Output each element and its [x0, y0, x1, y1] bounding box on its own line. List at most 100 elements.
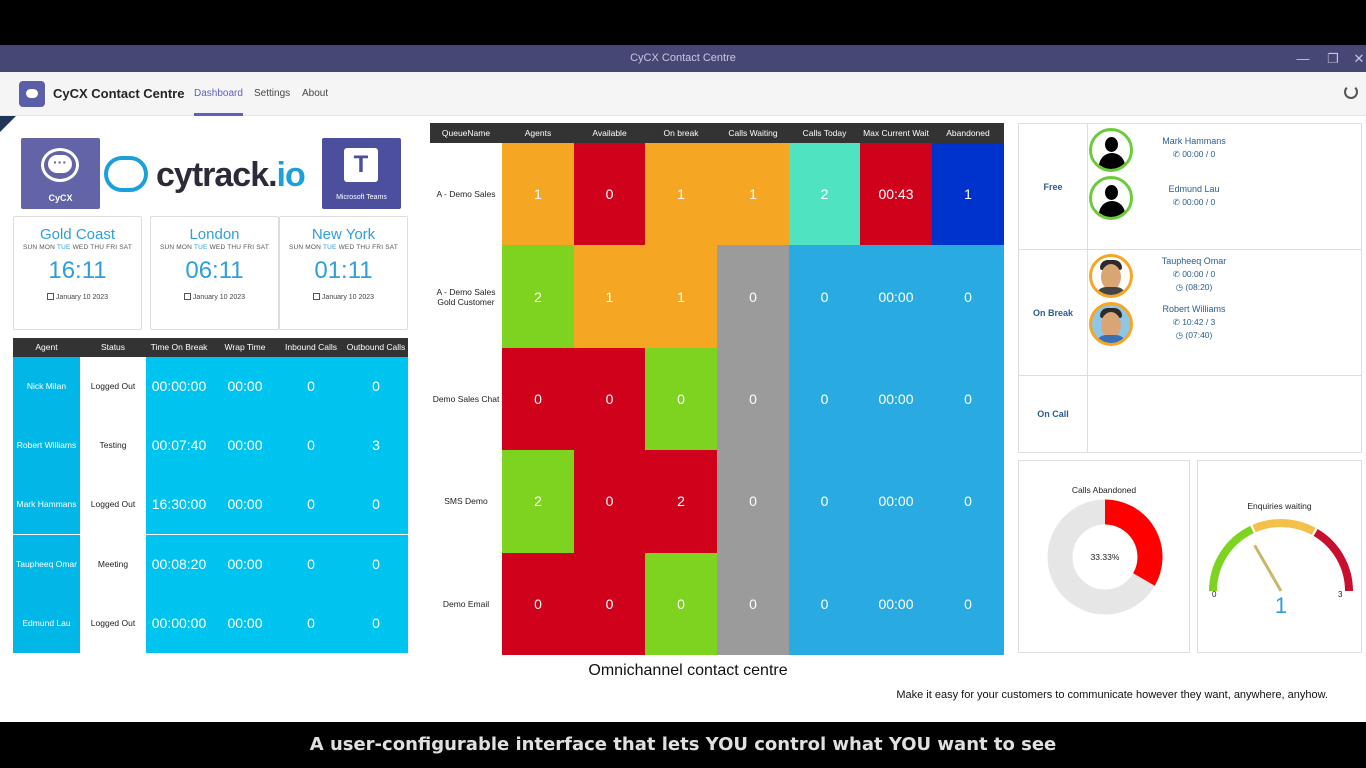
- presence-call-section: On Call: [1019, 376, 1361, 452]
- agent-status: Meeting: [80, 534, 146, 594]
- col-calls-today[interactable]: Calls Today: [802, 128, 847, 138]
- table-row[interactable]: Edmund Lau Logged Out 00:00:00 00:00 0 0: [13, 593, 408, 653]
- queue-cell-max-wait: 00:43: [860, 143, 932, 246]
- table-row[interactable]: Robert Williams Testing 00:07:40 00:00 0 3: [13, 416, 408, 476]
- tab-dashboard[interactable]: Dashboard: [194, 88, 243, 99]
- agent-outbound: 0: [344, 593, 408, 653]
- col-calls-waiting[interactable]: Calls Waiting: [728, 128, 778, 138]
- calls-abandoned-card: Calls Abandoned 33.33%: [1018, 460, 1190, 653]
- queue-cell-calls-today: 0: [789, 347, 860, 451]
- tab-about[interactable]: About: [302, 88, 329, 99]
- presence-stats: 00:00 / 0: [1182, 197, 1216, 207]
- queue-name[interactable]: SMS Demo: [430, 450, 502, 553]
- queue-name[interactable]: Demo Email: [430, 552, 502, 655]
- footer-tagline: Make it easy for your customers to commu…: [896, 689, 1328, 701]
- presence-stats: 00:00 / 0: [1182, 269, 1216, 279]
- agent-name: Taupheeq Omar: [13, 534, 80, 594]
- gauge-needle: [1253, 544, 1283, 592]
- phone-icon: ✆: [1172, 269, 1183, 279]
- col-outbound-calls[interactable]: Outbound Calls: [346, 342, 406, 352]
- cytrack-logo-text: cytrack.: [156, 156, 278, 194]
- agent-table: Agent Status Time On Break Wrap Time Inb…: [13, 338, 408, 653]
- agent-status: Logged Out: [80, 357, 146, 416]
- queue-cell-on-break: 0: [645, 552, 717, 655]
- agent-wrap-time: 00:00: [212, 416, 278, 476]
- app-logo-icon: [19, 81, 45, 107]
- minimize-icon[interactable]: —: [1296, 51, 1310, 66]
- calls-abandoned-donut: 33.33%: [1047, 499, 1163, 615]
- queue-cell-on-break: 1: [645, 245, 717, 348]
- app-name: CyCX Contact Centre: [53, 86, 185, 101]
- calendar-icon: [312, 293, 320, 300]
- agent-break-time: 00:07:40: [146, 416, 212, 476]
- table-row[interactable]: Taupheeq Omar Meeting 00:08:20 00:00 0 0: [13, 534, 408, 594]
- weekday-row: SUN MON TUE WED THU FRI SAT: [159, 244, 270, 251]
- queue-cell-agents: 0: [502, 347, 574, 451]
- queue-cell-abandoned: 1: [932, 143, 1004, 246]
- clock-gold-coast: Gold Coast SUN MON TUE WED THU FRI SAT 1…: [13, 216, 142, 330]
- col-queue-name[interactable]: QueueName: [441, 128, 491, 138]
- restore-icon[interactable]: ❐: [1327, 51, 1339, 66]
- close-icon[interactable]: ✕: [1353, 51, 1365, 66]
- agent-wrap-time: 00:00: [212, 593, 278, 653]
- agent-outbound: 0: [344, 534, 408, 594]
- agent-table-header: Agent Status Time On Break Wrap Time Inb…: [13, 338, 408, 357]
- clock-time: 01:11: [314, 257, 373, 284]
- cytrack-logo: cytrack.io: [100, 154, 320, 198]
- agent-inbound: 0: [278, 357, 344, 416]
- col-time-on-break[interactable]: Time On Break: [150, 342, 208, 352]
- agent-name: Nick Milan: [13, 357, 80, 416]
- agent-status: Logged Out: [80, 475, 146, 535]
- avatar: [1089, 302, 1133, 346]
- queue-cell-calls-waiting: 0: [717, 450, 789, 553]
- presence-break-time: (08:20): [1185, 282, 1213, 292]
- clock-city: London: [189, 226, 240, 243]
- gauge-max: 3: [1338, 590, 1343, 599]
- queue-cell-available: 0: [574, 347, 645, 451]
- table-row[interactable]: Nick Milan Logged Out 00:00:00 00:00 0 0: [13, 357, 408, 416]
- agent-inbound: 0: [278, 534, 344, 594]
- col-abandoned[interactable]: Abandoned: [946, 128, 990, 138]
- col-agents[interactable]: Agents: [524, 128, 552, 138]
- col-max-current-wait[interactable]: Max Current Wait: [863, 128, 929, 138]
- cycx-logo-label: CyCX: [48, 193, 73, 203]
- col-agent[interactable]: Agent: [35, 342, 58, 352]
- tab-settings[interactable]: Settings: [254, 88, 291, 99]
- agent-inbound: 0: [278, 475, 344, 535]
- clock-new-york: New York SUN MON TUE WED THU FRI SAT 01:…: [279, 216, 408, 330]
- queue-name[interactable]: A - Demo Sales Gold Customer: [430, 245, 502, 348]
- col-available[interactable]: Available: [592, 128, 627, 138]
- queue-cell-calls-waiting: 0: [717, 347, 789, 451]
- queue-table-header: QueueName Agents Available On break Call…: [430, 123, 1004, 143]
- queue-cell-max-wait: 00:00: [860, 347, 932, 451]
- enquiries-waiting-gauge: 0 3 1: [1209, 519, 1353, 618]
- table-row[interactable]: Mark Hammans Logged Out 16:30:00 00:00 0 0: [13, 475, 408, 535]
- presence-break-time: (07:40): [1185, 330, 1213, 340]
- presence-break-section: On Break Taupheeq Omar ✆ 00:00 / 0 ◷ (08…: [1019, 250, 1361, 376]
- cytrack-logo-io: io: [276, 156, 306, 194]
- queue-cell-abandoned: 0: [932, 245, 1004, 348]
- calendar-icon: [46, 293, 54, 300]
- col-status[interactable]: Status: [100, 342, 126, 352]
- queue-cell-abandoned: 0: [932, 347, 1004, 451]
- clock-date: January 10 2023: [192, 294, 246, 301]
- queue-name[interactable]: A - Demo Sales: [430, 143, 502, 246]
- queue-cell-calls-today: 0: [789, 245, 860, 348]
- col-on-break[interactable]: On break: [663, 128, 699, 138]
- timer-icon: ◷: [1175, 330, 1186, 340]
- cloud-icon: [104, 156, 148, 192]
- queue-cell-on-break: 2: [645, 450, 717, 553]
- queue-cell-on-break: 1: [645, 143, 717, 246]
- refresh-icon[interactable]: [1344, 85, 1358, 99]
- clock-time: 16:11: [48, 257, 107, 284]
- avatar-placeholder-icon: [1089, 128, 1133, 172]
- teams-logo: T Microsoft Teams: [322, 138, 401, 209]
- col-inbound-calls[interactable]: Inbound Calls: [285, 342, 337, 352]
- donut-filled-arc: [1104, 499, 1163, 586]
- footer-headline: Omnichannel contact centre: [588, 662, 788, 679]
- col-wrap-time[interactable]: Wrap Time: [224, 342, 266, 352]
- gauge-value: 1: [1275, 593, 1287, 618]
- queue-name[interactable]: Demo Sales Chat: [430, 347, 502, 451]
- presence-stats: 00:00 / 0: [1182, 149, 1216, 159]
- agent-name: Robert Williams: [13, 416, 80, 476]
